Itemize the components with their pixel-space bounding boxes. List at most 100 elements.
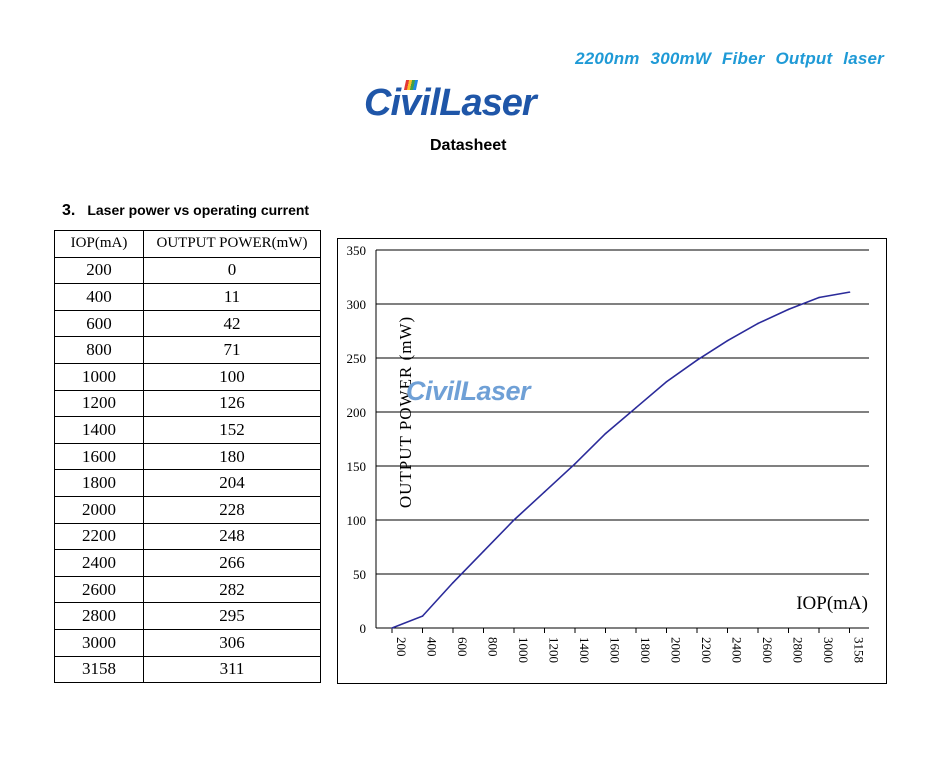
table-row: 1000 100	[54, 362, 321, 391]
cell-power: 42	[143, 309, 321, 338]
x-tick-label: 3158	[852, 637, 867, 663]
cell-iop: 2600	[54, 575, 144, 604]
y-tick-label: 150	[347, 459, 367, 474]
y-axis-title: OUTPUT POWER (mW)	[396, 316, 415, 508]
cell-power: 266	[143, 549, 321, 577]
x-tick-label: 1800	[638, 637, 653, 663]
data-point	[818, 296, 820, 299]
cell-iop: 400	[54, 283, 144, 311]
column-header-power: OUTPUT POWER(mW)	[143, 230, 321, 258]
data-point	[665, 380, 668, 383]
cell-iop: 1400	[54, 416, 144, 444]
table-row: 600 42	[54, 309, 321, 338]
data-point	[635, 406, 637, 409]
table-row: 2000 228	[54, 495, 321, 524]
x-tick-label: 600	[455, 637, 470, 657]
x-tick-label: 1200	[547, 637, 562, 663]
power-current-table: IOP(mA) OUTPUT POWER(mW) 200 0 400 11 600 42 8…	[54, 230, 321, 684]
y-tick-label: 100	[347, 513, 367, 528]
cell-power: 0	[143, 256, 321, 285]
table-row: 800 71	[54, 336, 321, 364]
data-point	[391, 627, 393, 629]
data-point	[543, 491, 546, 493]
cell-power: 204	[143, 469, 321, 497]
section-title: Laser power vs operating current	[87, 202, 310, 218]
cell-power: 228	[143, 495, 321, 524]
x-tick-label: 2000	[669, 637, 684, 663]
cell-power: 248	[143, 522, 321, 551]
series-line	[391, 291, 850, 629]
chart-svg: 0 50 100 150 200 250 300 350 200 400 600 800 1000 120…	[347, 243, 869, 663]
data-point	[726, 339, 729, 342]
x-tick-label: 1600	[608, 637, 623, 663]
x-tick-label: 800	[486, 637, 501, 657]
x-tick-label: 200	[394, 637, 409, 657]
data-point	[757, 322, 759, 325]
table-row: 1400 152	[54, 416, 321, 444]
x-tick-label: 2600	[760, 637, 775, 663]
table-row: 1800 204	[54, 469, 321, 497]
table-row: 2800 295	[54, 602, 321, 630]
table-row: 2600 282	[54, 575, 321, 604]
logo-v-mark: v	[400, 82, 421, 124]
y-tick-label: 50	[353, 567, 366, 582]
x-tick-label: 2800	[791, 637, 806, 663]
table-row: 2200 248	[54, 522, 321, 551]
section-number: 3.	[62, 202, 76, 219]
cell-iop: 1800	[54, 469, 144, 497]
x-tick-label: 1000	[516, 637, 531, 663]
table-header-row: IOP(mA) OUTPUT POWER(mW)	[54, 230, 321, 258]
table-row: 1600 180	[54, 442, 321, 471]
cell-power: 282	[143, 575, 321, 604]
y-tick-label: 200	[347, 405, 367, 420]
logo-part: Ci	[364, 82, 401, 124]
table-row: 2400 266	[54, 549, 321, 577]
y-tick-label: 250	[347, 351, 367, 366]
data-point	[452, 581, 454, 584]
cell-iop: 3158	[54, 655, 144, 684]
cell-power: 100	[143, 362, 321, 391]
x-tick-label: 1400	[577, 637, 592, 663]
cell-iop: 800	[54, 336, 144, 364]
cell-iop: 2000	[54, 495, 144, 524]
table-row: 1200 126	[54, 389, 321, 418]
x-tick-label: 2200	[699, 637, 714, 663]
civillaser-logo: CivilLaser	[364, 80, 537, 126]
data-point	[513, 519, 515, 521]
logo-part: ilLaser	[420, 82, 537, 124]
cell-power: 11	[143, 283, 321, 311]
y-tick-label: 350	[347, 243, 367, 258]
section-heading: 3. Laser power vs operating current	[62, 202, 309, 220]
table-body: 200 0 400 11 600 42 800 71 1000 100 1200 126 1400 152…	[54, 256, 321, 684]
column-header-iop: IOP(mA)	[54, 230, 144, 258]
cell-iop: 3000	[54, 628, 144, 657]
cell-power: 306	[143, 628, 321, 657]
cell-power: 152	[143, 416, 321, 444]
cell-power: 126	[143, 389, 321, 418]
product-title: 2200nm 300mW Fiber Output laser	[575, 49, 884, 68]
watermark-logo: CivilLaser	[406, 376, 532, 406]
cell-power: 311	[143, 655, 321, 684]
power-chart: 0 50 100 150 200 250 300 350 200 400 600 800 1000 120…	[337, 238, 887, 684]
cell-power: 71	[143, 336, 321, 364]
data-point	[574, 463, 576, 465]
y-tick-label: 0	[360, 621, 367, 636]
x-tick-label: 2400	[730, 637, 745, 663]
table-row: 200 0	[54, 256, 321, 285]
cell-iop: 2800	[54, 602, 144, 630]
data-point	[421, 615, 424, 617]
cell-iop: 2400	[54, 549, 144, 577]
table-row: 400 11	[54, 283, 321, 311]
data-point	[696, 359, 698, 361]
cell-iop: 200	[54, 256, 144, 285]
cell-iop: 1600	[54, 442, 144, 471]
x-tick-label: 3000	[821, 637, 836, 663]
data-point	[482, 550, 485, 553]
x-tick-label: 400	[425, 637, 440, 657]
cell-iop: 1200	[54, 389, 144, 418]
data-point	[787, 308, 790, 311]
y-tick-label: 300	[347, 297, 367, 312]
cell-iop: 2200	[54, 522, 144, 551]
table-row: 3000 306	[54, 628, 321, 657]
table-row: 3158 311	[54, 655, 321, 684]
